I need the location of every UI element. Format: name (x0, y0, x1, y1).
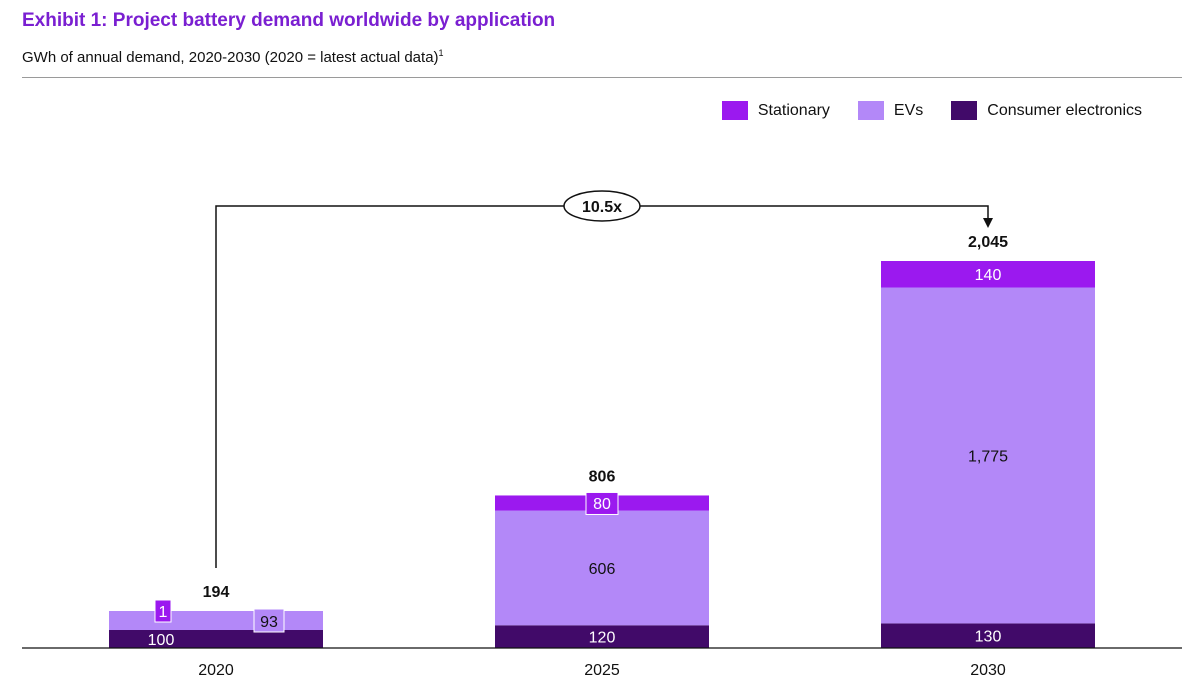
data-label-stationary-2025: 80 (593, 496, 611, 513)
bar-segment-consumer-electronics-2020 (109, 630, 323, 648)
data-label-evs-2020: 93 (260, 614, 278, 631)
legend-label-evs: EVs (893, 101, 924, 119)
legend-swatch-stationary (721, 101, 748, 120)
total-label-2030: 2,045 (968, 234, 1008, 251)
x-tick-label-2025: 2025 (584, 662, 620, 679)
data-label-box-stationary-2025 (585, 491, 619, 515)
data-label-evs-2025: 606 (589, 561, 616, 578)
growth-arrowhead (983, 218, 993, 228)
total-label-2025: 806 (589, 468, 616, 485)
bar-segment-consumer-electronics-2025 (495, 625, 709, 648)
growth-annotation-label: 10.5x (582, 199, 622, 216)
data-label-box-evs-2020 (253, 608, 285, 633)
subtitle-footnote: 1 (438, 48, 444, 58)
header-divider (22, 77, 1182, 78)
legend-swatch-consumer-electronics (951, 101, 978, 120)
chart-subtitle: GWh of annual demand, 2020-2030 (2020 = … (22, 48, 444, 66)
legend-swatch-evs (857, 101, 884, 120)
legend-label-consumer-electronics: Consumer electronics (987, 101, 1142, 119)
legend-label-stationary: Stationary (757, 101, 830, 119)
bar-segment-stationary-2030 (881, 261, 1095, 288)
total-label-2020: 194 (203, 584, 230, 601)
legend-item-evs: EVs (857, 101, 924, 120)
legend-item-stationary: Stationary (721, 101, 830, 120)
bar-segment-evs-2020 (109, 611, 323, 630)
data-label-stationary-2030: 140 (975, 267, 1002, 284)
data-label-stationary-2020: 1 (159, 604, 168, 621)
legend-item-consumer-electronics: Consumer electronics (951, 101, 1142, 120)
data-label-consumer-electronics-2020: 100 (148, 632, 175, 649)
bar-segment-consumer-electronics-2030 (881, 623, 1095, 648)
x-tick-label-2030: 2030 (970, 662, 1006, 679)
chart-legend: Stationary EVs Consumer electronics (721, 101, 1142, 120)
data-label-consumer-electronics-2025: 120 (589, 630, 616, 647)
bar-segment-evs-2025 (495, 510, 709, 626)
chart-title: Exhibit 1: Project battery demand worldw… (22, 10, 556, 31)
growth-annotation-oval (563, 190, 641, 222)
data-label-consumer-electronics-2030: 130 (975, 629, 1002, 646)
subtitle-text: GWh of annual demand, 2020-2030 (2020 = … (22, 49, 439, 66)
bar-segment-evs-2030 (881, 287, 1095, 624)
data-label-evs-2030: 1,775 (968, 448, 1008, 465)
x-tick-label-2020: 2020 (198, 662, 234, 679)
data-label-box-stationary-2020 (154, 599, 172, 623)
